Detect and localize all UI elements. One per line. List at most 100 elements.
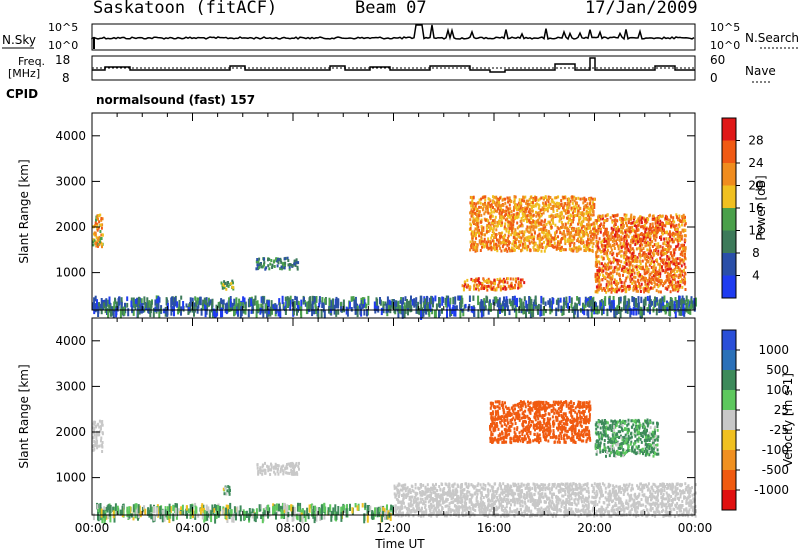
power-cell xyxy=(672,219,675,223)
power-cell xyxy=(525,246,528,249)
power-cell xyxy=(628,228,631,232)
power-cell xyxy=(646,220,649,224)
power-cell xyxy=(277,261,280,265)
power-cell xyxy=(614,290,617,294)
power-cell xyxy=(517,277,520,281)
power-cell xyxy=(600,243,603,247)
power-cell xyxy=(606,286,609,290)
power-cell xyxy=(554,204,557,208)
velocity-cell xyxy=(199,508,202,515)
power-cell xyxy=(471,279,474,283)
power-cell xyxy=(596,269,599,273)
power-cell xyxy=(615,279,618,283)
power-cell xyxy=(288,265,291,269)
power-cell xyxy=(576,207,579,211)
power-cell xyxy=(244,301,247,311)
power-cell xyxy=(255,304,258,311)
power-cell xyxy=(605,237,608,241)
power-cell xyxy=(612,296,615,301)
power-cell xyxy=(671,223,674,227)
power-cell xyxy=(473,229,476,233)
power-cell xyxy=(598,285,600,289)
power-cell xyxy=(404,296,407,302)
power-cell xyxy=(655,217,658,221)
power-cell xyxy=(652,234,655,238)
velocity-cell xyxy=(290,472,293,476)
power-cell xyxy=(588,215,591,219)
power-cell xyxy=(483,237,486,241)
power-cell xyxy=(581,241,584,245)
power-cell xyxy=(651,286,654,290)
power-cell xyxy=(429,297,431,307)
velocity-cell xyxy=(263,468,266,472)
power-cell xyxy=(673,232,676,236)
power-cell xyxy=(624,214,627,218)
power-cell xyxy=(473,208,476,212)
power-cell xyxy=(576,202,578,205)
power-cell xyxy=(538,197,541,201)
velocity-cell xyxy=(257,472,260,476)
power-cell xyxy=(552,245,554,249)
power-cell xyxy=(641,216,644,220)
power-cell xyxy=(597,288,600,292)
power-cell xyxy=(611,276,614,280)
power-cell xyxy=(564,226,567,230)
power-cell xyxy=(668,218,671,222)
power-cell xyxy=(657,277,660,281)
power-cell xyxy=(224,303,227,313)
velocity-cell xyxy=(231,514,234,523)
power-cell xyxy=(478,239,481,243)
velocity-cell xyxy=(93,444,95,447)
power-cell xyxy=(617,309,620,314)
velocity-cell xyxy=(94,441,97,445)
power-cell xyxy=(154,299,157,306)
power-cell xyxy=(486,204,489,208)
power-cell xyxy=(661,227,664,231)
power-cell xyxy=(626,257,628,261)
power-cell xyxy=(638,281,641,285)
power-colorbar-segment xyxy=(722,163,736,186)
power-cell xyxy=(559,231,562,235)
power-cell xyxy=(100,298,103,305)
power-cell xyxy=(544,218,547,222)
power-cell xyxy=(629,280,632,284)
power-cell xyxy=(638,216,641,220)
power-cell xyxy=(494,215,497,219)
power-cell xyxy=(624,246,627,250)
power-cell xyxy=(300,306,302,316)
power-cell xyxy=(476,226,479,230)
power-cell xyxy=(513,197,516,201)
power-cell xyxy=(610,279,613,283)
power-cell xyxy=(585,210,588,214)
power-cell xyxy=(490,208,493,212)
power-cell xyxy=(473,306,476,317)
power-cell xyxy=(642,307,645,316)
power-cell xyxy=(539,211,542,215)
power-cell xyxy=(645,236,648,240)
power-cell xyxy=(608,266,611,270)
power-cell xyxy=(576,309,579,318)
power-cell xyxy=(522,213,525,217)
power-cell xyxy=(487,211,490,215)
power-cell xyxy=(607,240,610,244)
power-cell xyxy=(681,298,683,308)
power-cell xyxy=(620,230,623,234)
power-cell xyxy=(485,225,488,229)
nave-tick-bottom: 0 xyxy=(710,71,718,85)
power-cell xyxy=(523,237,526,241)
power-cell xyxy=(557,214,560,218)
power-cell xyxy=(630,239,633,243)
power-cell xyxy=(610,265,612,269)
power-cell xyxy=(662,269,665,273)
velocity-cell xyxy=(280,465,283,469)
power-cell xyxy=(586,301,589,307)
power-cell xyxy=(592,237,595,241)
power-cell xyxy=(600,222,603,226)
velocity-cell xyxy=(93,420,96,424)
power-cell xyxy=(564,202,567,206)
power-cell xyxy=(674,266,677,269)
power-cell xyxy=(244,308,247,315)
power-cell xyxy=(668,264,671,268)
power-cell xyxy=(470,230,473,234)
power-cell xyxy=(589,223,592,227)
